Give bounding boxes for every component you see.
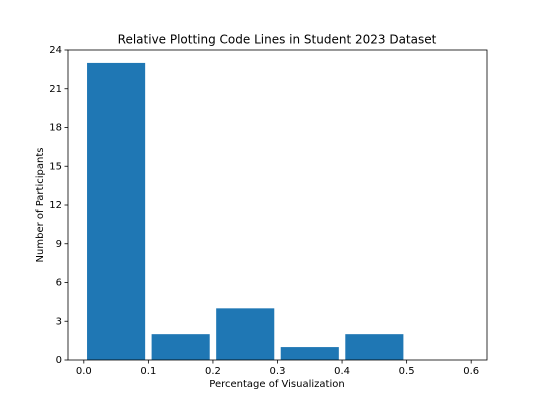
y-tick-label: 3 xyxy=(56,316,62,327)
bar xyxy=(87,62,146,361)
bar xyxy=(280,347,339,360)
bar xyxy=(216,308,275,360)
chart-title: Relative Plotting Code Lines in Student … xyxy=(118,33,437,47)
x-tick-label: 0.5 xyxy=(399,366,415,377)
x-tick-label: 0.6 xyxy=(463,366,479,377)
y-tick-label: 0 xyxy=(56,355,62,366)
x-tick-label: 0.4 xyxy=(334,366,350,377)
bar xyxy=(345,334,404,360)
y-axis-label: Number of Participants xyxy=(35,148,46,263)
x-tick-label: 0.2 xyxy=(205,366,221,377)
x-tick-label: 0.0 xyxy=(76,366,92,377)
x-tick-label: 0.1 xyxy=(140,366,156,377)
y-tick-label: 9 xyxy=(56,239,62,250)
y-tick-label: 24 xyxy=(49,45,62,56)
y-tick-label: 21 xyxy=(49,84,62,95)
y-tick-label: 6 xyxy=(56,278,62,289)
y-tick-label: 15 xyxy=(49,161,62,172)
x-tick-label: 0.3 xyxy=(270,366,286,377)
y-tick-label: 18 xyxy=(49,123,62,134)
y-tick-label: 12 xyxy=(49,200,62,211)
bar xyxy=(151,334,210,360)
x-axis-label: Percentage of Visualization xyxy=(209,379,344,390)
